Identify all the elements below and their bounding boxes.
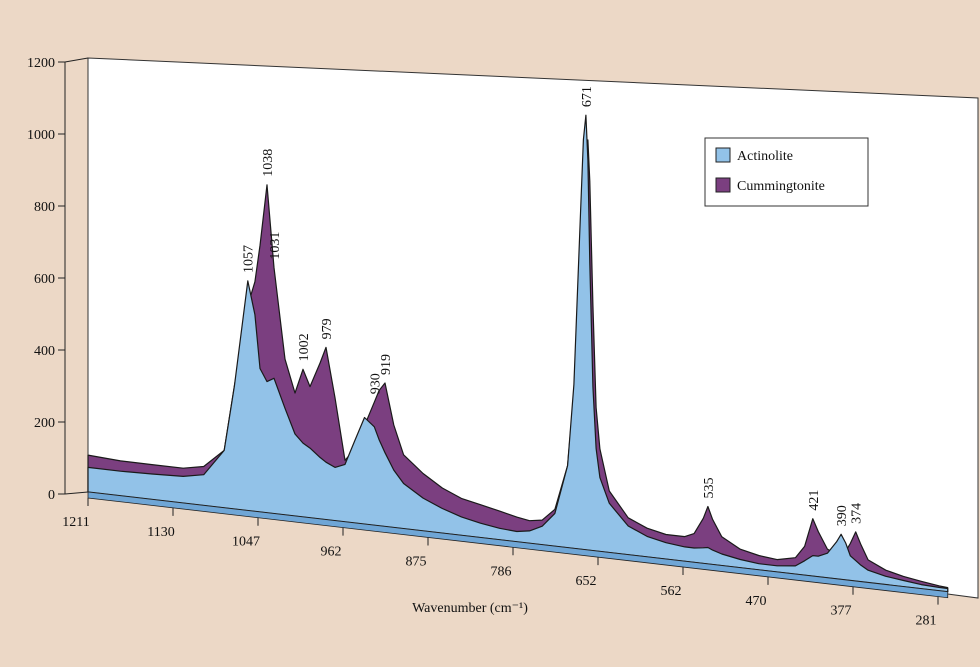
y-tick-label: 400	[34, 344, 55, 359]
peak-label: 1031	[268, 232, 283, 260]
y-tick-label: 1000	[27, 128, 55, 143]
x-tick-label: 1211	[62, 515, 89, 530]
peak-label: 390	[835, 505, 850, 526]
legend-box	[704, 137, 869, 207]
panel-edge	[64, 57, 89, 63]
legend-label: Cummingtonite	[737, 179, 825, 194]
x-tick-label: 1130	[147, 525, 174, 540]
y-tick-label: 200	[34, 416, 55, 431]
x-tick-label: 281	[916, 614, 937, 629]
x-tick-label: 786	[491, 564, 512, 579]
peak-label: 919	[379, 354, 394, 375]
legend-label: Actinolite	[737, 149, 793, 164]
peak-label: 1038	[261, 149, 276, 177]
peak-label: 671	[580, 86, 595, 107]
panel-edge	[64, 491, 89, 495]
x-axis-label: Wavenumber (cm⁻¹)	[412, 601, 528, 616]
legend-swatch	[715, 177, 731, 193]
y-tick-label: 0	[48, 488, 55, 503]
x-tick-label: 962	[321, 545, 342, 560]
peak-label: 374	[850, 503, 865, 524]
peak-label: 535	[702, 478, 717, 499]
floor-edge	[87, 491, 949, 599]
peak-label: 979	[320, 318, 335, 339]
x-tick-label: 377	[831, 604, 852, 619]
y-tick-label: 600	[34, 272, 55, 287]
x-tick-label: 875	[406, 554, 427, 569]
peak-label: 1057	[242, 245, 257, 273]
x-tick-label: 1047	[232, 535, 260, 550]
x-tick-label: 470	[746, 594, 767, 609]
x-tick-label: 652	[576, 574, 597, 589]
y-tick-label: 800	[34, 200, 55, 215]
peak-label: 930	[368, 373, 383, 394]
peak-label: 421	[807, 490, 822, 511]
legend-swatch	[715, 147, 731, 163]
legend: Actinolite Cummingtonite	[704, 137, 869, 207]
x-tick-label: 562	[661, 584, 682, 599]
y-tick-label: 1200	[27, 56, 55, 71]
peak-label: 1002	[297, 333, 312, 361]
area	[87, 114, 949, 593]
